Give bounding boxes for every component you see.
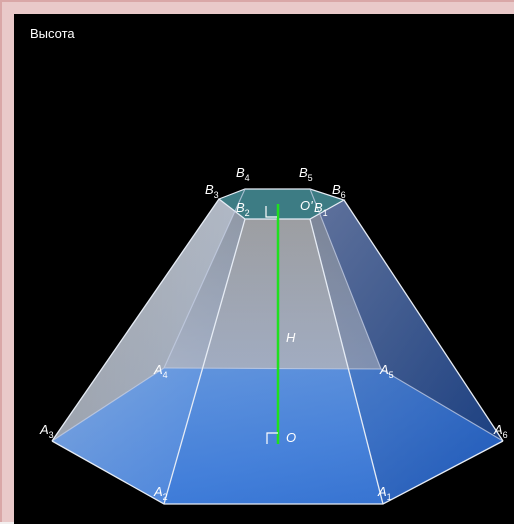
label-a6: A6 — [493, 422, 508, 440]
frustum-diagram: B4 B5 B3 B6 B2 O' B1 H A4 A5 A3 A6 O A2 … — [39, 165, 508, 505]
label-b5: B5 — [299, 165, 313, 183]
label-a3: A3 — [39, 422, 54, 440]
label-a5: A5 — [379, 362, 394, 380]
label-o-top: O' — [300, 198, 313, 213]
hidden-edges — [51, 188, 504, 442]
label-o: O — [286, 430, 296, 445]
panel-title: Высота — [30, 26, 75, 41]
visible-edges — [51, 198, 504, 505]
label-b6: B6 — [332, 182, 346, 200]
diagram-panel: Высота — [14, 14, 514, 524]
right-angle-top — [265, 206, 277, 218]
label-a1: A1 — [377, 484, 392, 502]
label-b2: B2 — [236, 200, 250, 218]
label-b4: B4 — [236, 165, 250, 183]
label-a2: A2 — [153, 484, 168, 502]
face-front-right — [310, 200, 503, 504]
face-front-left — [52, 199, 245, 504]
label-h: H — [286, 330, 296, 345]
label-b1: B1 — [314, 200, 328, 218]
right-angle-bottom — [266, 432, 278, 444]
label-b3: B3 — [205, 182, 219, 200]
label-a4: A4 — [153, 362, 168, 380]
